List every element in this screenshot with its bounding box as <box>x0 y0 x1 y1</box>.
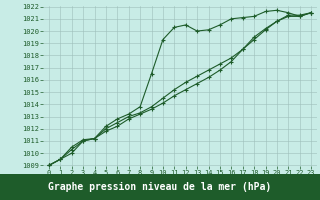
Text: Graphe pression niveau de la mer (hPa): Graphe pression niveau de la mer (hPa) <box>48 182 272 192</box>
